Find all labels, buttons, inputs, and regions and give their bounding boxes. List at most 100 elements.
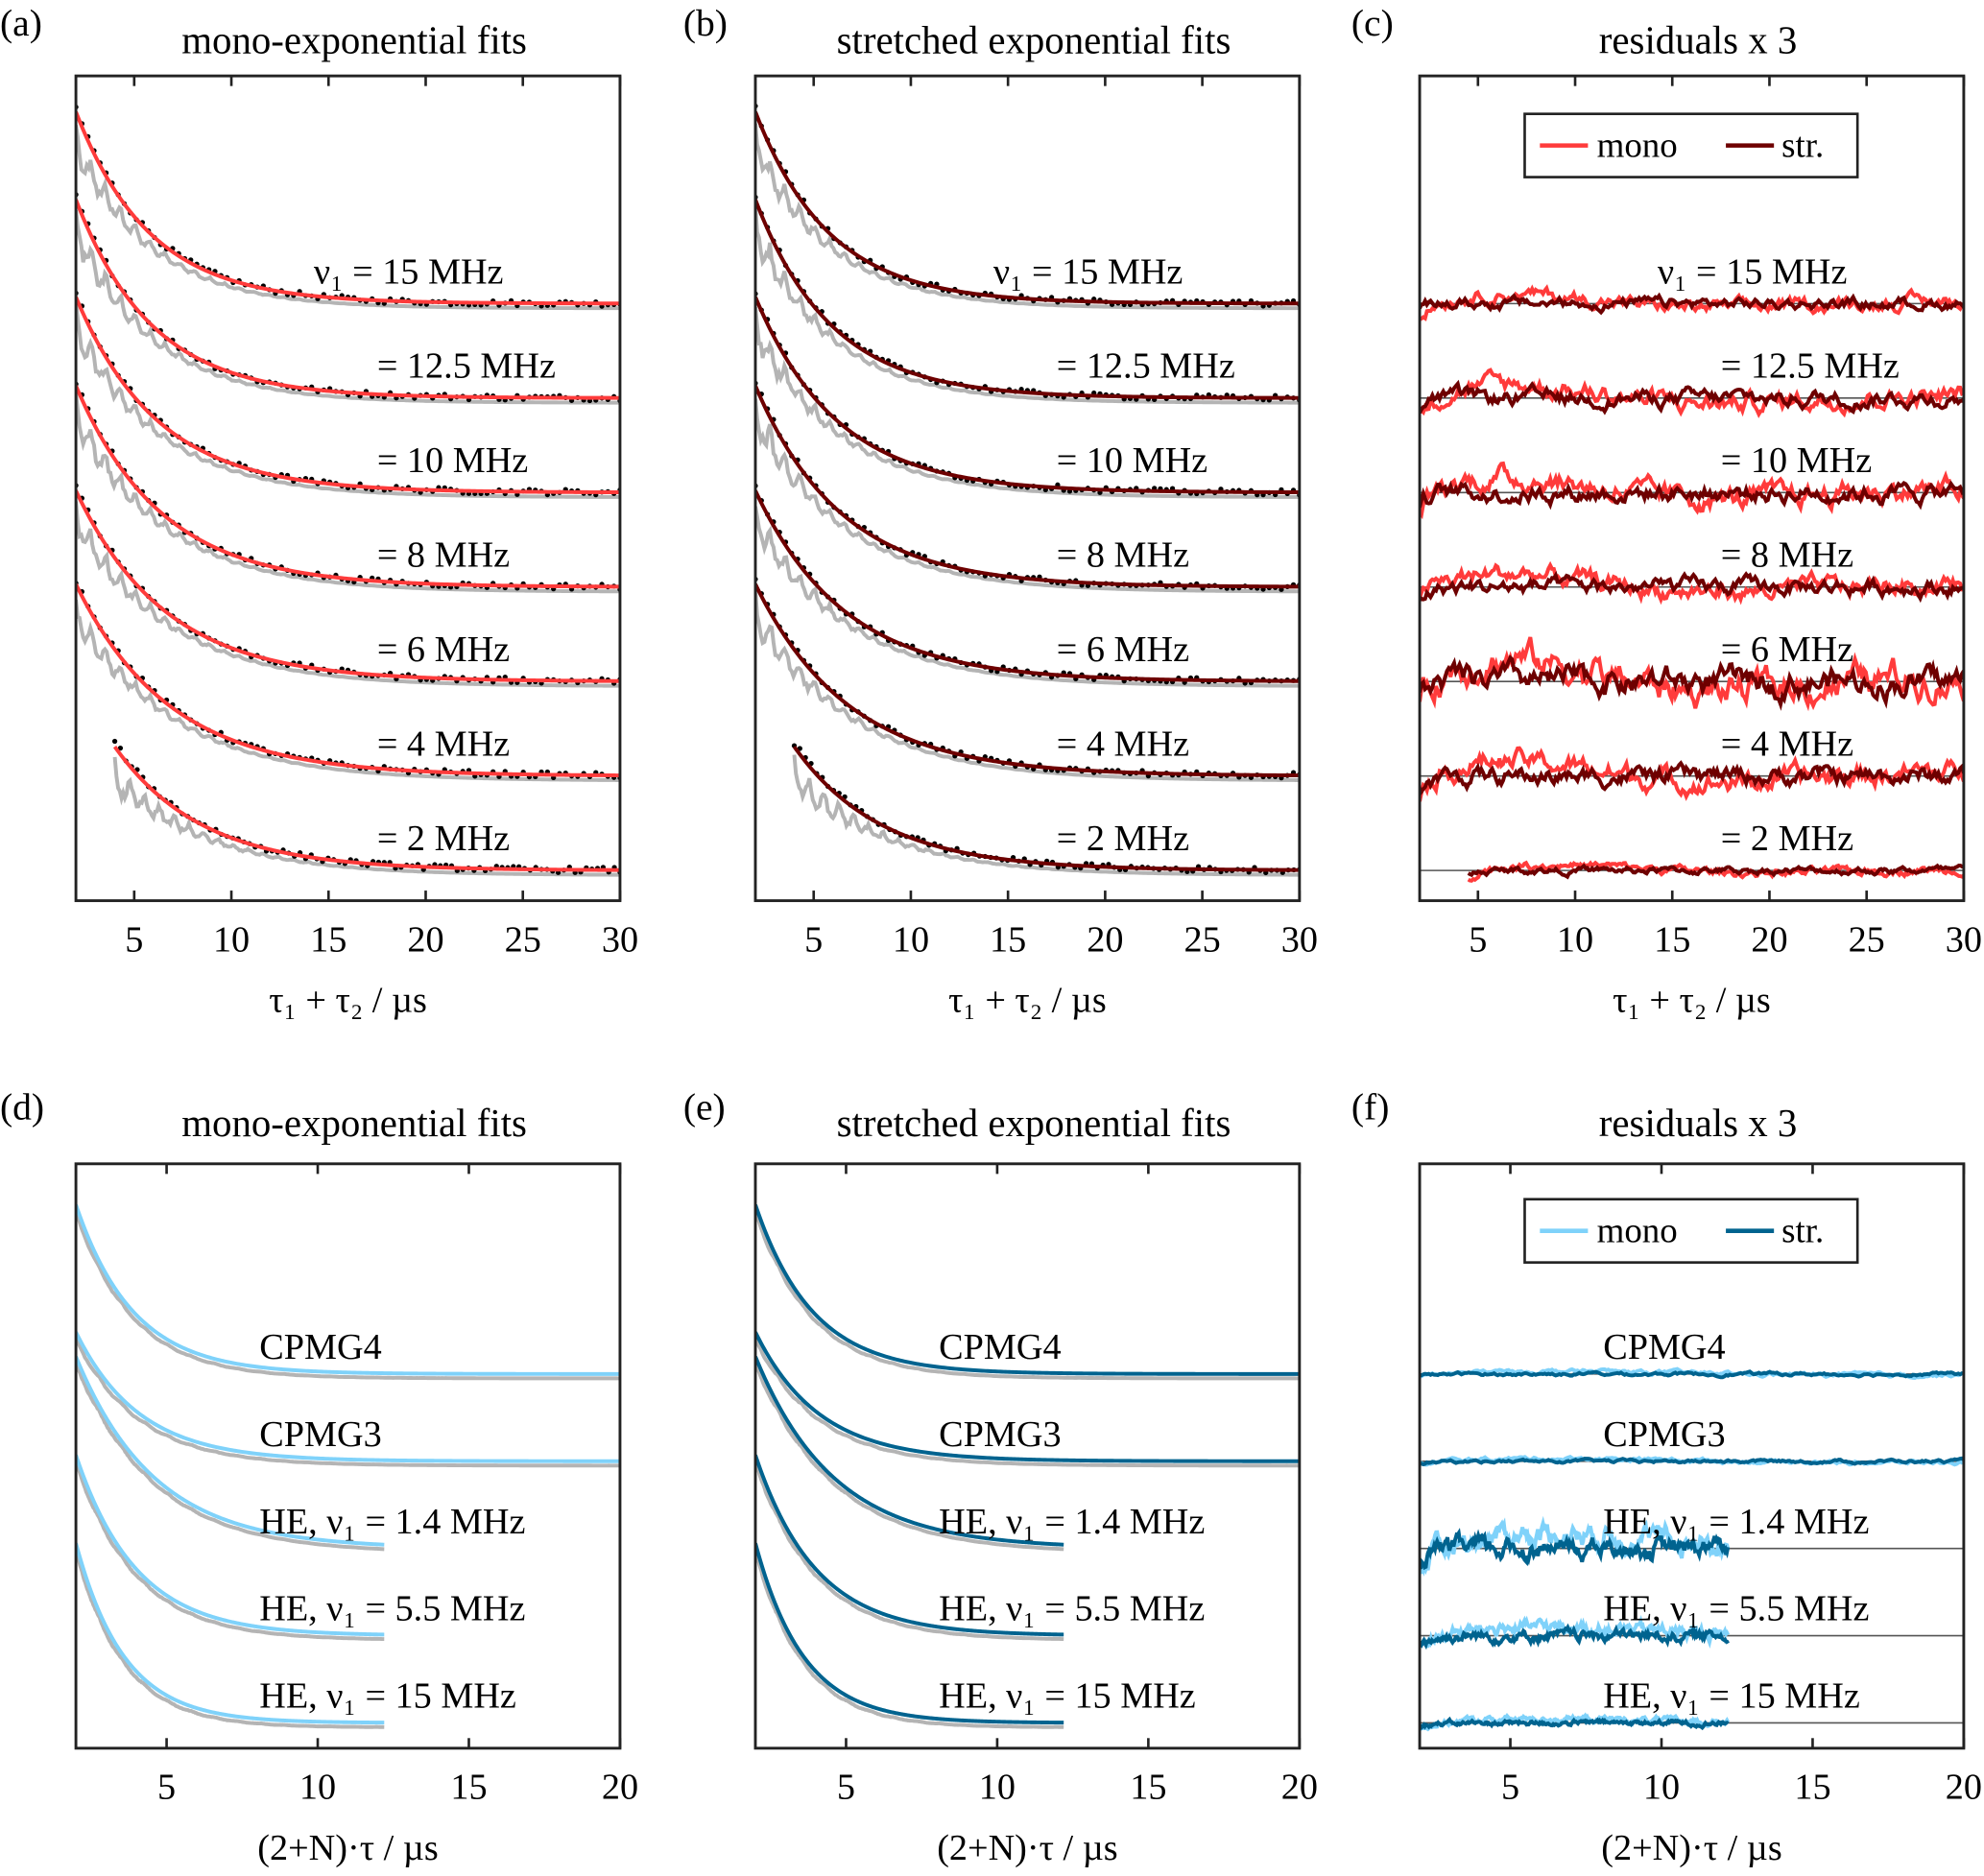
x-tick-label: 20 (1751, 919, 1787, 960)
residual-str-line (1420, 1369, 1964, 1380)
series-label: = 4 MHz (377, 724, 510, 765)
data-point (117, 746, 124, 751)
x-tick-label: 20 (407, 919, 443, 960)
x-tick-label: 10 (213, 919, 250, 960)
x-tick-label: 30 (602, 919, 638, 960)
series-label: = 12.5 MHz (1057, 346, 1235, 387)
panel-letter: (d) (0, 1086, 44, 1128)
fit-line (754, 1542, 1064, 1725)
x-tick-label: 5 (804, 919, 823, 960)
x-tick-label: 5 (157, 1768, 176, 1808)
panel-title: stretched exponential fits (837, 18, 1231, 61)
x-tick-label: 15 (990, 919, 1026, 960)
legend-label-mono: mono (1597, 1211, 1678, 1250)
plot-area (1420, 1366, 1964, 1732)
raw-data-line (754, 123, 1300, 311)
fit-line (754, 1331, 1300, 1463)
panel-letter: (e) (683, 1086, 726, 1128)
fit-line (76, 1355, 385, 1547)
panel-a: ν₁ = 15 MHz = 12.5 MHz = 10 MHz = 8 MHz = 6 … (0, 2, 638, 1021)
axes-frame (753, 1162, 1302, 1750)
series-label: CPMG3 (1603, 1414, 1725, 1455)
x-tick-label: 10 (1557, 919, 1593, 960)
raw-data-line (754, 205, 1300, 405)
series-label: = 8 MHz (1721, 535, 1853, 576)
fit-line (76, 199, 620, 400)
panel-e: CPMG4 CPMG3 HE, ν₁ = 1.4 MHz HE, ν₁ = 5.5 M… (683, 1086, 1318, 1868)
raw-data-line (76, 1360, 385, 1552)
panel-d: CPMG4 CPMG3 HE, ν₁ = 1.4 MHz HE, ν₁ = 5.5 M… (0, 1086, 638, 1868)
residual-str-line (1420, 1623, 1730, 1650)
raw-data-line (76, 1337, 620, 1468)
panel-letter: (b) (683, 2, 728, 44)
panel-title: mono-exponential fits (181, 1102, 527, 1145)
x-axis-label: (2+N)·τ / µs (937, 1828, 1117, 1868)
fit-line (754, 110, 1300, 306)
plot-area (754, 1203, 1300, 1729)
series-label: ν₁ = 15 MHz (993, 251, 1183, 292)
axes-frame (74, 74, 622, 903)
series-label: = 8 MHz (1057, 535, 1189, 576)
residual-str-line (1420, 1716, 1730, 1731)
series-label: CPMG3 (939, 1414, 1061, 1455)
residual-str-line (1420, 760, 1964, 796)
axes-frame (74, 1162, 622, 1750)
panel-letter: (f) (1351, 1086, 1390, 1128)
x-tick-label: 20 (1946, 1768, 1982, 1808)
series-label: = 4 MHz (1057, 724, 1189, 765)
raw-data-line (754, 589, 1300, 782)
x-tick-label: 30 (1946, 919, 1982, 960)
series-label: = 10 MHz (1721, 440, 1872, 481)
fit-line (76, 1454, 385, 1637)
fit-line (754, 1454, 1064, 1637)
residual-str-line (1420, 1528, 1731, 1571)
panel-b: ν₁ = 15 MHz = 12.5 MHz = 10 MHz = 8 MHz = 6 … (683, 2, 1318, 1021)
x-axis-label: (2+N)·τ / µs (1601, 1828, 1781, 1868)
legend: mono str. (1523, 112, 1859, 178)
x-tick-label: 5 (1469, 919, 1487, 960)
raw-data-line (754, 1460, 1064, 1642)
legend-label-str: str. (1781, 1211, 1824, 1250)
axes-frame (1418, 1162, 1966, 1750)
data-point (111, 738, 118, 745)
plot-area (754, 103, 1300, 877)
panel-title: residuals x 3 (1599, 18, 1798, 61)
series-label: = 10 MHz (377, 440, 528, 481)
x-tick-label: 10 (979, 1768, 1016, 1808)
x-tick-label: 15 (1130, 1768, 1166, 1808)
x-tick-label: 15 (310, 919, 347, 960)
series-label: = 6 MHz (377, 629, 510, 670)
fit-line (792, 745, 1300, 872)
raw-data-line (76, 392, 620, 594)
x-tick-label: 5 (1501, 1768, 1519, 1808)
residual-str-line (1420, 1456, 1964, 1467)
series-label: HE, ν₁ = 15 MHz (1603, 1676, 1860, 1717)
series-label: ν₁ = 15 MHz (314, 251, 504, 292)
raw-data-line (76, 599, 620, 782)
raw-data-line (76, 125, 620, 311)
series-label: HE, ν₁ = 1.4 MHz (939, 1502, 1205, 1542)
series-label: = 6 MHz (1721, 629, 1853, 670)
legend-label-str: str. (1781, 125, 1824, 164)
legend-label-mono: mono (1597, 125, 1678, 164)
series-label: = 12.5 MHz (1721, 346, 1900, 387)
x-tick-label: 5 (125, 919, 143, 960)
fit-line (754, 1203, 1300, 1376)
axes-frame (1418, 74, 1966, 903)
series-label: CPMG3 (259, 1414, 381, 1455)
x-tick-label: 5 (837, 1768, 855, 1808)
raw-data-line (76, 501, 620, 688)
x-axis-label: τ₁ + τ₂ / µs (948, 981, 1107, 1021)
panel-c: ν₁ = 15 MHz = 12.5 MHz = 10 MHz = 8 MHz = 6 … (1351, 2, 1982, 1021)
raw-data-line (792, 754, 1300, 877)
residual-str-line (1420, 570, 1964, 604)
fit-line (76, 1331, 620, 1463)
raw-data-line (754, 1547, 1064, 1729)
series-label: = 8 MHz (377, 535, 510, 576)
fit-line (112, 745, 620, 872)
residual-mono-line (1420, 461, 1964, 520)
raw-data-line (76, 301, 620, 499)
series-label: = 10 MHz (1057, 440, 1207, 481)
panel-letter: (a) (0, 2, 42, 44)
